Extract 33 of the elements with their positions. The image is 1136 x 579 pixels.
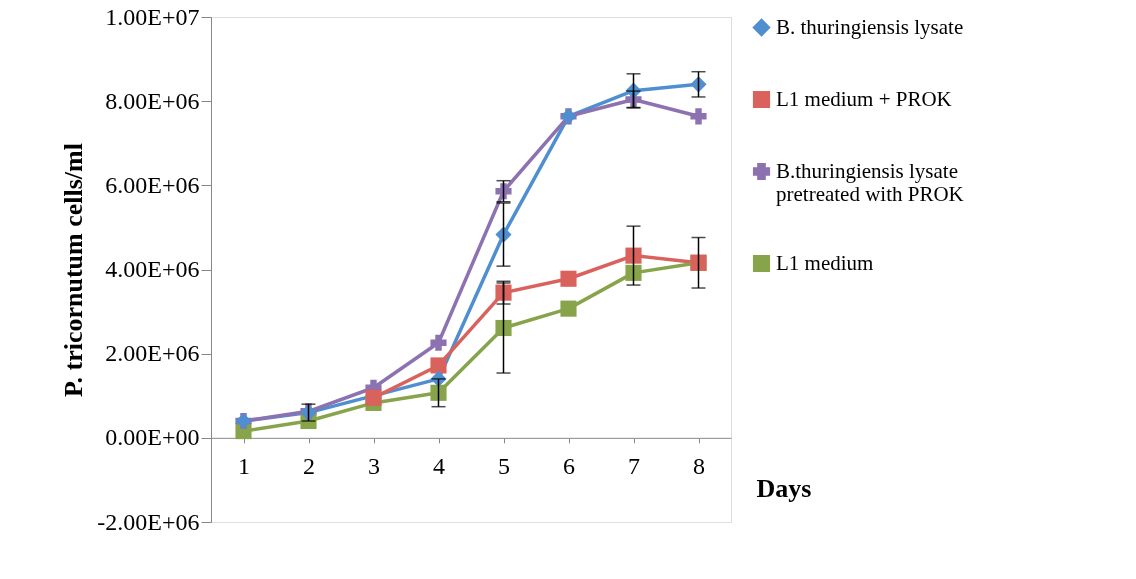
y-tick-label: -2.00E+06 — [97, 508, 200, 535]
x-tick-label: 3 — [368, 453, 380, 480]
legend-label: L1 medium — [776, 250, 874, 275]
point — [690, 108, 707, 125]
point — [495, 319, 512, 337]
y-tick-label: 6.00E+06 — [105, 171, 200, 198]
point — [430, 357, 447, 374]
point — [430, 384, 447, 401]
x-tick-label: 8 — [693, 453, 705, 480]
x-tick-label: 2 — [303, 453, 315, 480]
x-tick-label: 1 — [238, 453, 250, 480]
point — [560, 300, 577, 317]
point — [495, 183, 512, 200]
y-tick-label: 1.00E+07 — [105, 3, 200, 30]
point — [430, 334, 447, 351]
x-tick-label: 7 — [628, 453, 640, 480]
y-axis-title: P. tricornutum cells/ml — [59, 143, 89, 397]
x-tick-label: 4 — [433, 453, 445, 480]
x-tick-label: 5 — [498, 453, 510, 480]
y-tick-label: 0.00E+00 — [105, 424, 200, 451]
point — [365, 389, 382, 406]
x-tick-label: 6 — [563, 453, 575, 480]
y-tick-label: 2.00E+06 — [105, 340, 200, 367]
legend-label: B. thuringiensis lysate — [776, 14, 964, 39]
point — [625, 247, 642, 264]
legend-label: B.thuringiensis lysate pretreated with PROK — [776, 158, 964, 206]
y-tick-label: 4.00E+06 — [105, 256, 200, 282]
legend-label: L1 medium + PROK — [776, 86, 952, 111]
x-axis-title: Days — [756, 474, 812, 504]
y-tick-label: 8.00E+06 — [105, 87, 200, 114]
point — [625, 264, 642, 281]
point — [560, 270, 577, 287]
point — [495, 284, 512, 301]
